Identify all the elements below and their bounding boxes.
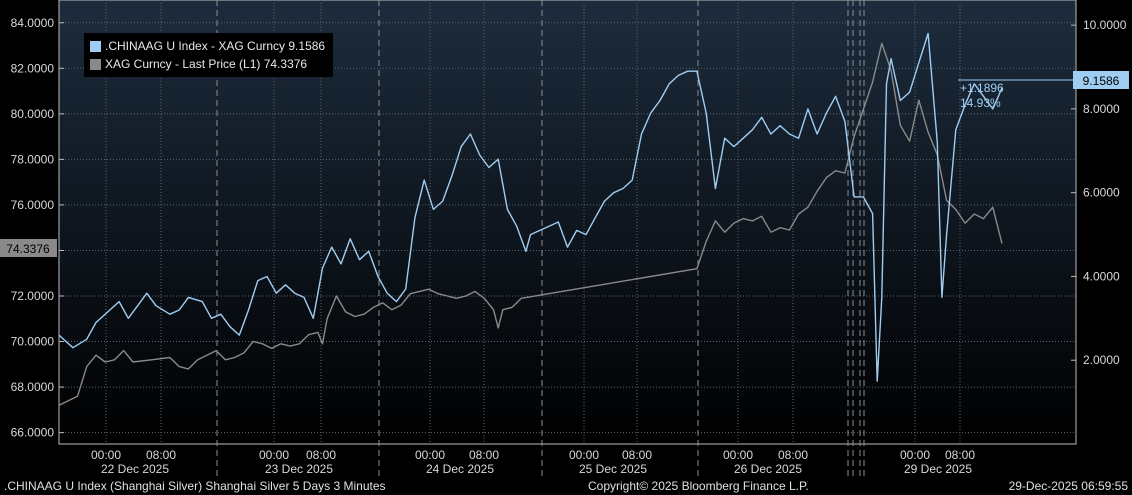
legend-label-ratio: .CHINAAG U Index - XAG Curncy 9.1586 — [105, 39, 326, 53]
left-tick-label: 78.0000 — [11, 152, 55, 166]
x-time-label: 00:00 — [723, 448, 753, 462]
left-value-tag-box — [0, 239, 57, 257]
x-time-label: 00:00 — [259, 448, 289, 462]
x-date-label: 23 Dec 2025 — [265, 462, 333, 476]
right-tick-label: 10.0000 — [1083, 18, 1127, 32]
x-date-label: 24 Dec 2025 — [426, 462, 494, 476]
ratio-series-line — [58, 32, 1003, 382]
left-tick-label: 82.0000 — [11, 61, 55, 75]
legend-swatch-xag — [90, 58, 101, 70]
left-tick-label: 68.0000 — [11, 380, 55, 394]
left-tick-label: 76.0000 — [11, 198, 55, 212]
x-date-label: 29 Dec 2025 — [904, 462, 972, 476]
right-tick-label: 2.0000 — [1083, 353, 1120, 367]
legend-item-xag: XAG Curncy - Last Price (L1) 74.3376 — [90, 55, 325, 73]
right-value-tag-box — [1073, 71, 1129, 89]
grid — [59, 0, 1076, 444]
left-tick-label: 66.0000 — [11, 426, 55, 440]
footer-timestamp: 29-Dec-2025 06:59:55 — [1008, 479, 1128, 493]
percent-annotation: 14.93% — [960, 96, 1001, 110]
x-time-label: 08:00 — [469, 448, 499, 462]
plot-frame — [58, 0, 1077, 445]
x-time-label: 00:00 — [900, 448, 930, 462]
change-annotation: +1.1896 — [960, 81, 1004, 95]
right-axis: 10.0000 8.0000 6.0000 4.0000 2.0000 — [1071, 18, 1127, 367]
x-time-label: 08:00 — [778, 448, 808, 462]
x-time-label: 08:00 — [306, 448, 336, 462]
left-tick-label: 80.0000 — [11, 107, 55, 121]
xag-price-series-line — [58, 42, 1003, 406]
x-time-label: 08:00 — [146, 448, 176, 462]
x-date-label: 26 Dec 2025 — [734, 462, 802, 476]
right-value-tag: 9.1586 — [1083, 74, 1120, 88]
left-tick-label: 72.0000 — [11, 289, 55, 303]
footer-copyright: Copyright© 2025 Bloomberg Finance L.P. — [588, 479, 809, 493]
right-tick-label: 4.0000 — [1083, 269, 1120, 283]
legend-swatch-ratio — [90, 40, 101, 52]
footer-security-label: .CHINAAG U Index (Shanghai Silver) Shang… — [4, 479, 386, 493]
series-layer — [58, 32, 1003, 406]
legend-label-xag: XAG Curncy - Last Price (L1) 74.3376 — [105, 57, 308, 71]
legend: .CHINAAG U Index - XAG Curncy 9.1586 XAG… — [84, 33, 334, 77]
x-time-label: 00:00 — [91, 448, 121, 462]
left-tick-label: 70.0000 — [11, 335, 55, 349]
footer: .CHINAAG U Index (Shanghai Silver) Shang… — [0, 477, 1132, 495]
x-date-label: 22 Dec 2025 — [101, 462, 169, 476]
left-value-tag: 74.3376 — [6, 242, 50, 256]
x-time-label: 08:00 — [622, 448, 652, 462]
legend-item-ratio: .CHINAAG U Index - XAG Curncy 9.1586 — [90, 37, 325, 55]
x-axis: 00:00 08:00 00:00 08:00 00:00 08:00 00:00 08:00… — [91, 448, 975, 476]
x-time-label: 00:00 — [569, 448, 599, 462]
x-time-label: 00:00 — [415, 448, 445, 462]
right-tick-label: 6.0000 — [1083, 186, 1120, 200]
left-tick-label: 84.0000 — [11, 16, 55, 30]
right-tick-label: 8.0000 — [1083, 102, 1120, 116]
x-time-label: 08:00 — [945, 448, 975, 462]
x-date-label: 25 Dec 2025 — [579, 462, 647, 476]
left-axis: 84.000082.000080.000078.000076.000074.00… — [11, 16, 64, 440]
